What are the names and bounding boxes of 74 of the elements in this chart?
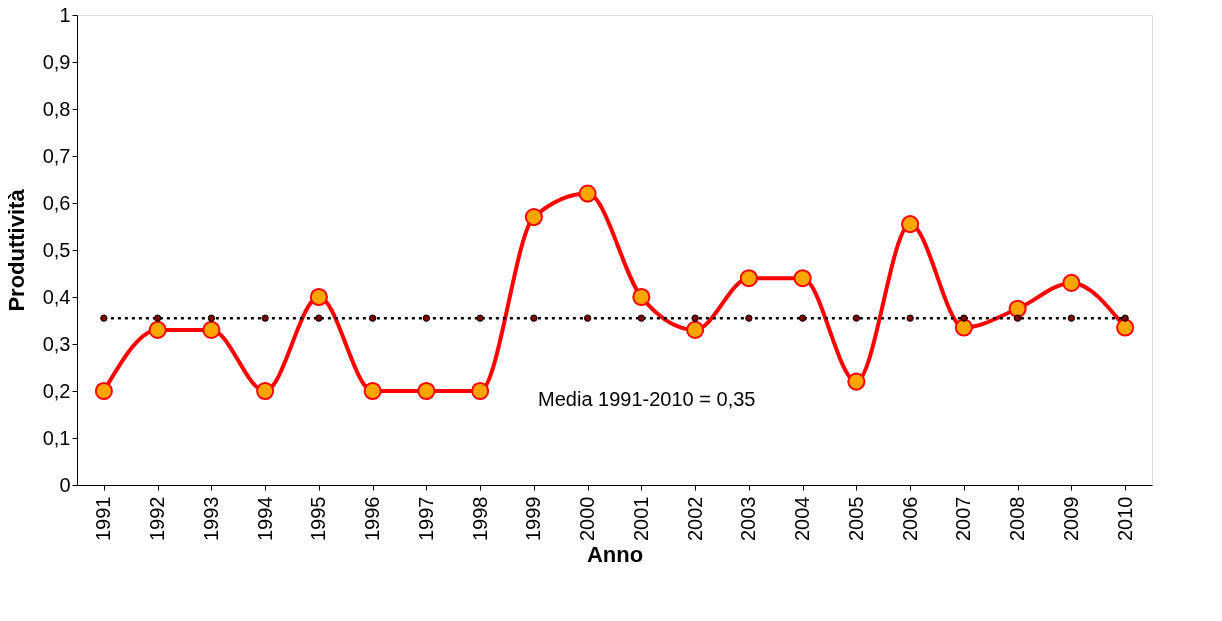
point	[471, 381, 490, 401]
x-tick-label: 2007	[952, 496, 975, 541]
point	[632, 287, 651, 307]
point	[476, 314, 484, 322]
x-tick-label: 2003	[737, 496, 760, 541]
point	[906, 314, 914, 322]
x-axis-title: Anno	[586, 541, 644, 567]
y-tick-label: 0,6	[42, 191, 71, 214]
x-tick-label: 2001	[629, 496, 652, 541]
point	[960, 314, 968, 322]
y-tick-label: 0,7	[42, 144, 71, 167]
point	[793, 269, 812, 288]
x-tick-label: 1996	[361, 496, 384, 541]
point	[202, 320, 221, 339]
point	[1008, 299, 1027, 318]
y-tick-label: 0,3	[42, 332, 71, 355]
x-tick-label: 1997	[414, 496, 437, 541]
x-tick-label: 2008	[1006, 496, 1029, 541]
point	[745, 314, 753, 322]
x-tick-label: 2009	[1059, 496, 1082, 541]
point	[315, 314, 323, 322]
x-tick-label: 1993	[199, 496, 222, 541]
x-tick-label: 1998	[468, 496, 491, 541]
point	[261, 314, 269, 322]
point	[1062, 273, 1081, 292]
point	[583, 314, 592, 322]
point	[148, 320, 167, 339]
point	[1116, 318, 1135, 337]
y-tick-label: 0,8	[42, 97, 71, 120]
point	[309, 287, 328, 307]
point	[207, 314, 216, 322]
x-tick-label: 2010	[1113, 496, 1136, 541]
x-tick-label: 1992	[146, 496, 169, 541]
point	[368, 314, 377, 322]
point	[524, 208, 543, 227]
y-tick-label: 0	[59, 473, 71, 496]
point	[739, 269, 758, 288]
x-tick-label: 1995	[307, 496, 330, 541]
x-tick-label: 1999	[522, 496, 545, 541]
point	[691, 314, 699, 322]
point	[686, 320, 705, 339]
x-tick-label: 1991	[92, 496, 115, 541]
point	[1067, 314, 1076, 322]
point	[954, 318, 973, 337]
point	[1121, 314, 1129, 322]
point	[847, 372, 866, 391]
point	[901, 215, 920, 234]
point	[363, 381, 382, 401]
point	[798, 314, 807, 322]
point	[530, 314, 538, 322]
y-tick-label: 0,1	[42, 426, 71, 449]
y-tick-label: 0,9	[42, 50, 71, 73]
annotation: Media 1991-2010 = 0,35	[538, 388, 756, 411]
y-tick-label: 0,2	[42, 379, 71, 402]
point	[94, 381, 113, 401]
y-tick-label: 0,4	[42, 285, 71, 308]
point	[256, 381, 275, 401]
y-tick-label: 0,5	[42, 238, 71, 261]
x-tick-label: 2002	[683, 496, 706, 541]
point	[852, 314, 861, 322]
point	[100, 314, 108, 322]
x-tick-label: 2000	[576, 496, 599, 541]
point	[417, 381, 436, 401]
y-axis-title: Produttività	[3, 188, 29, 312]
x-tick-label: 1994	[253, 496, 276, 541]
y-tick-label: 1	[59, 3, 71, 26]
point	[578, 184, 597, 203]
point	[637, 314, 646, 322]
x-tick-label: 2005	[844, 496, 867, 541]
point	[422, 314, 431, 322]
point	[1013, 314, 1022, 322]
x-tick-label: 2004	[791, 496, 814, 541]
point	[153, 314, 162, 322]
x-tick-label: 2006	[898, 496, 921, 541]
